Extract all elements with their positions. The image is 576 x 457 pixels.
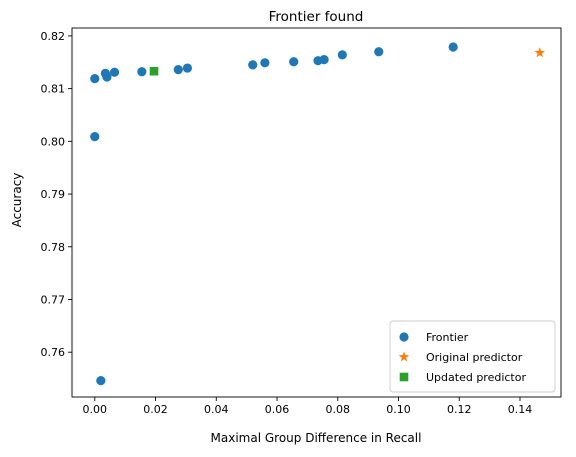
legend-marker-frontier bbox=[399, 332, 409, 342]
chart-title: Frontier found bbox=[269, 9, 364, 25]
updated-predictor-point bbox=[149, 66, 159, 76]
frontier-point bbox=[248, 60, 258, 70]
y-tick-label: 0.77 bbox=[41, 293, 66, 306]
legend-marker-updated-predictor bbox=[399, 372, 409, 382]
legend-marker-original-predictor bbox=[398, 351, 410, 362]
frontier-point bbox=[173, 65, 183, 75]
y-tick-label: 0.78 bbox=[41, 241, 66, 254]
frontier-point bbox=[102, 72, 112, 82]
frontier-point bbox=[374, 47, 384, 57]
y-tick-label: 0.81 bbox=[41, 83, 66, 96]
frontier-point bbox=[182, 63, 193, 73]
legend-label-updated-predictor: Updated predictor bbox=[426, 371, 526, 384]
legend-box bbox=[389, 320, 556, 393]
legend-label-original-predictor: Original predictor bbox=[426, 351, 523, 364]
frontier-point bbox=[90, 74, 100, 84]
frontier-point bbox=[260, 58, 270, 68]
y-tick-label: 0.82 bbox=[41, 30, 66, 43]
original-predictor-point bbox=[534, 47, 546, 58]
x-tick-label: 0.12 bbox=[447, 403, 472, 416]
x-tick-label: 0.06 bbox=[265, 403, 290, 416]
y-axis-label: Accuracy bbox=[10, 173, 24, 228]
x-tick-label: 0.10 bbox=[386, 403, 411, 416]
y-tick-label: 0.76 bbox=[41, 346, 66, 359]
x-tick-label: 0.04 bbox=[204, 403, 229, 416]
y-tick-label: 0.79 bbox=[41, 188, 66, 201]
axes-frame bbox=[71, 27, 562, 398]
y-tick-label: 0.80 bbox=[41, 135, 66, 148]
frontier-point bbox=[96, 376, 106, 386]
frontier-point bbox=[137, 67, 147, 77]
x-tick-label: 0.02 bbox=[143, 403, 168, 416]
frontier-point bbox=[90, 131, 100, 142]
x-tick-label: 0.00 bbox=[83, 403, 108, 416]
x-tick-label: 0.14 bbox=[508, 403, 533, 416]
frontier-point bbox=[448, 42, 458, 52]
frontier-point bbox=[337, 50, 347, 60]
frontier-point bbox=[289, 57, 299, 67]
x-axis-label: Maximal Group Difference in Recall bbox=[211, 431, 422, 445]
frontier-point bbox=[319, 55, 329, 65]
x-tick-label: 0.08 bbox=[326, 403, 351, 416]
frontier-point bbox=[109, 67, 120, 77]
plot-area: 0.00 0.02 0.04 0.06 0.08 0.10 0.12 0.14 0.76 0.77… bbox=[41, 27, 562, 416]
legend-label-frontier: Frontier bbox=[426, 331, 469, 344]
